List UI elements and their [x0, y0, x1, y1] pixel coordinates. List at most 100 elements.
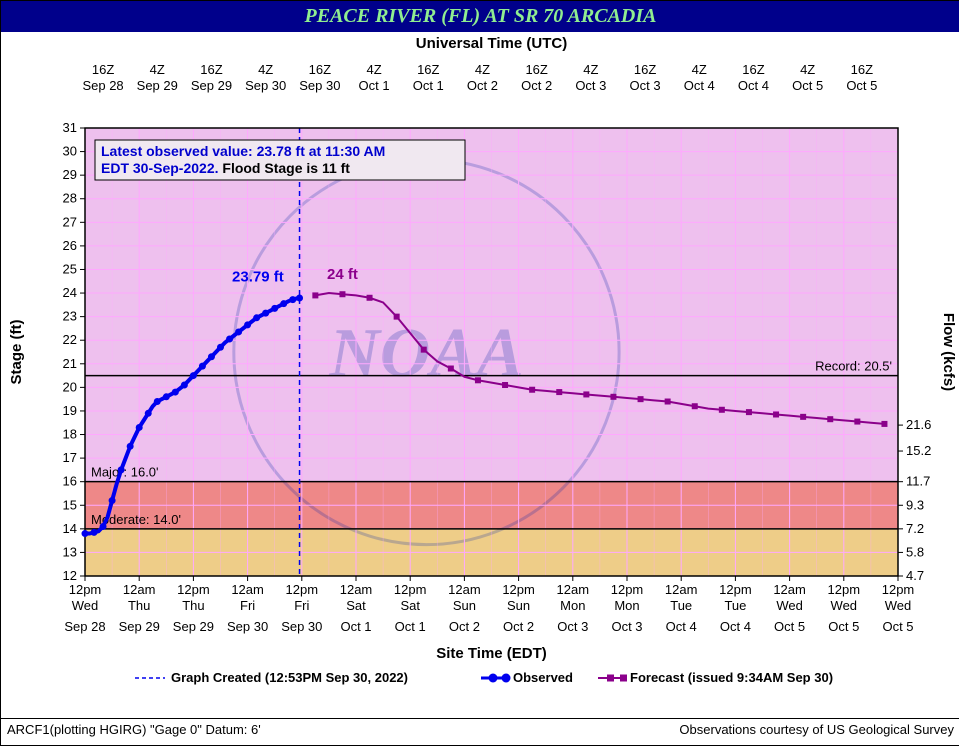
- svg-text:Oct 4: Oct 4: [666, 619, 697, 634]
- svg-text:Sep 29: Sep 29: [173, 619, 214, 634]
- svg-text:Oct 1: Oct 1: [359, 78, 390, 93]
- svg-text:Oct 5: Oct 5: [882, 619, 913, 634]
- svg-text:Forecast (issued 9:34AM Sep 30: Forecast (issued 9:34AM Sep 30): [630, 670, 833, 685]
- svg-text:18: 18: [63, 427, 77, 442]
- svg-text:22: 22: [63, 332, 77, 347]
- svg-text:Oct 4: Oct 4: [738, 78, 769, 93]
- svg-text:12pm: 12pm: [69, 582, 102, 597]
- svg-text:12am: 12am: [231, 582, 264, 597]
- svg-text:16Z: 16Z: [417, 62, 439, 77]
- svg-text:Site Time (EDT): Site Time (EDT): [436, 645, 547, 662]
- footer-right: Observations courtesy of US Geological S…: [679, 722, 954, 737]
- svg-text:16Z: 16Z: [92, 62, 114, 77]
- svg-text:4Z: 4Z: [150, 62, 165, 77]
- svg-text:5.8: 5.8: [906, 544, 924, 559]
- svg-text:Oct 4: Oct 4: [720, 619, 751, 634]
- svg-text:7.2: 7.2: [906, 521, 924, 536]
- svg-text:11.7: 11.7: [906, 474, 930, 489]
- footer-left: ARCF1(plotting HGIRG) "Gage 0" Datum: 6': [7, 722, 261, 737]
- svg-text:12pm: 12pm: [177, 582, 210, 597]
- svg-text:25: 25: [63, 261, 77, 276]
- chart-title: PEACE RIVER (FL) AT SR 70 ARCADIA: [1, 1, 959, 32]
- svg-text:Wed: Wed: [776, 598, 803, 613]
- svg-text:Thu: Thu: [182, 598, 204, 613]
- svg-text:Oct 5: Oct 5: [774, 619, 805, 634]
- svg-text:4Z: 4Z: [800, 62, 815, 77]
- svg-text:Wed: Wed: [72, 598, 99, 613]
- svg-text:12pm: 12pm: [828, 582, 861, 597]
- svg-text:Mon: Mon: [560, 598, 585, 613]
- svg-text:Oct 5: Oct 5: [846, 78, 877, 93]
- svg-text:Oct 3: Oct 3: [611, 619, 642, 634]
- svg-text:Sep 28: Sep 28: [64, 619, 105, 634]
- svg-text:Observed: Observed: [513, 670, 573, 685]
- svg-text:16Z: 16Z: [200, 62, 222, 77]
- svg-text:Sep 29: Sep 29: [137, 78, 178, 93]
- svg-text:26: 26: [63, 238, 77, 253]
- svg-text:31: 31: [63, 120, 77, 135]
- svg-text:Flow (kcfs): Flow (kcfs): [940, 313, 957, 391]
- svg-text:12pm: 12pm: [286, 582, 319, 597]
- svg-text:12am: 12am: [340, 582, 373, 597]
- svg-text:Record: 20.5': Record: 20.5': [815, 359, 892, 374]
- svg-text:NOAA: NOAA: [328, 315, 523, 392]
- svg-text:Graph Created (12:53PM Sep 30,: Graph Created (12:53PM Sep 30, 2022): [171, 670, 408, 685]
- hydrograph-container: PEACE RIVER (FL) AT SR 70 ARCADIA NOAA Re…: [0, 0, 959, 746]
- svg-text:23: 23: [63, 309, 77, 324]
- svg-text:Wed: Wed: [885, 598, 912, 613]
- svg-text:28: 28: [63, 191, 77, 206]
- svg-text:Thu: Thu: [128, 598, 150, 613]
- svg-text:Oct 1: Oct 1: [395, 619, 426, 634]
- svg-text:Sep 29: Sep 29: [191, 78, 232, 93]
- svg-text:Oct 2: Oct 2: [449, 619, 480, 634]
- svg-text:Sep 30: Sep 30: [299, 78, 340, 93]
- svg-text:Sep 30: Sep 30: [227, 619, 268, 634]
- svg-text:14: 14: [63, 521, 77, 536]
- svg-text:21.6: 21.6: [906, 417, 931, 432]
- svg-text:16Z: 16Z: [851, 62, 873, 77]
- svg-text:30: 30: [63, 144, 77, 159]
- svg-text:15: 15: [63, 497, 77, 512]
- svg-text:Sat: Sat: [400, 598, 420, 613]
- svg-text:Major: 16.0': Major: 16.0': [91, 465, 159, 480]
- svg-text:4Z: 4Z: [475, 62, 490, 77]
- chart-area: NOAARecord: 20.5'Major: 16.0'Moderate: 1…: [1, 32, 959, 718]
- svg-text:4Z: 4Z: [258, 62, 273, 77]
- svg-text:12am: 12am: [773, 582, 806, 597]
- svg-text:16Z: 16Z: [525, 62, 547, 77]
- svg-text:Tue: Tue: [670, 598, 692, 613]
- svg-text:Fri: Fri: [294, 598, 309, 613]
- svg-text:Sat: Sat: [346, 598, 366, 613]
- svg-text:27: 27: [63, 214, 77, 229]
- svg-text:4.7: 4.7: [906, 568, 924, 583]
- svg-text:Sun: Sun: [453, 598, 476, 613]
- svg-text:Sep 28: Sep 28: [82, 78, 123, 93]
- svg-text:12pm: 12pm: [719, 582, 752, 597]
- svg-text:16: 16: [63, 474, 77, 489]
- svg-text:20: 20: [63, 379, 77, 394]
- svg-text:Oct 3: Oct 3: [630, 78, 661, 93]
- svg-text:12pm: 12pm: [611, 582, 644, 597]
- svg-text:Mon: Mon: [614, 598, 639, 613]
- svg-text:Sep 30: Sep 30: [281, 619, 322, 634]
- svg-text:12am: 12am: [557, 582, 590, 597]
- svg-text:24 ft: 24 ft: [327, 266, 358, 283]
- svg-text:Sep 29: Sep 29: [119, 619, 160, 634]
- svg-text:Tue: Tue: [724, 598, 746, 613]
- svg-text:19: 19: [63, 403, 77, 418]
- svg-text:Oct 5: Oct 5: [792, 78, 823, 93]
- hydrograph-svg: NOAARecord: 20.5'Major: 16.0'Moderate: 1…: [1, 32, 958, 718]
- svg-text:Sun: Sun: [507, 598, 530, 613]
- svg-text:Oct 4: Oct 4: [684, 78, 715, 93]
- svg-text:Wed: Wed: [831, 598, 858, 613]
- footer-bar: ARCF1(plotting HGIRG) "Gage 0" Datum: 6'…: [1, 718, 959, 740]
- svg-text:12am: 12am: [448, 582, 481, 597]
- svg-text:Oct 2: Oct 2: [467, 78, 498, 93]
- svg-text:Oct 1: Oct 1: [413, 78, 444, 93]
- svg-text:16Z: 16Z: [309, 62, 331, 77]
- svg-text:4Z: 4Z: [366, 62, 381, 77]
- svg-text:21: 21: [63, 356, 77, 371]
- svg-text:15.2: 15.2: [906, 443, 931, 458]
- svg-text:16Z: 16Z: [742, 62, 764, 77]
- svg-text:Stage (ft): Stage (ft): [8, 320, 25, 385]
